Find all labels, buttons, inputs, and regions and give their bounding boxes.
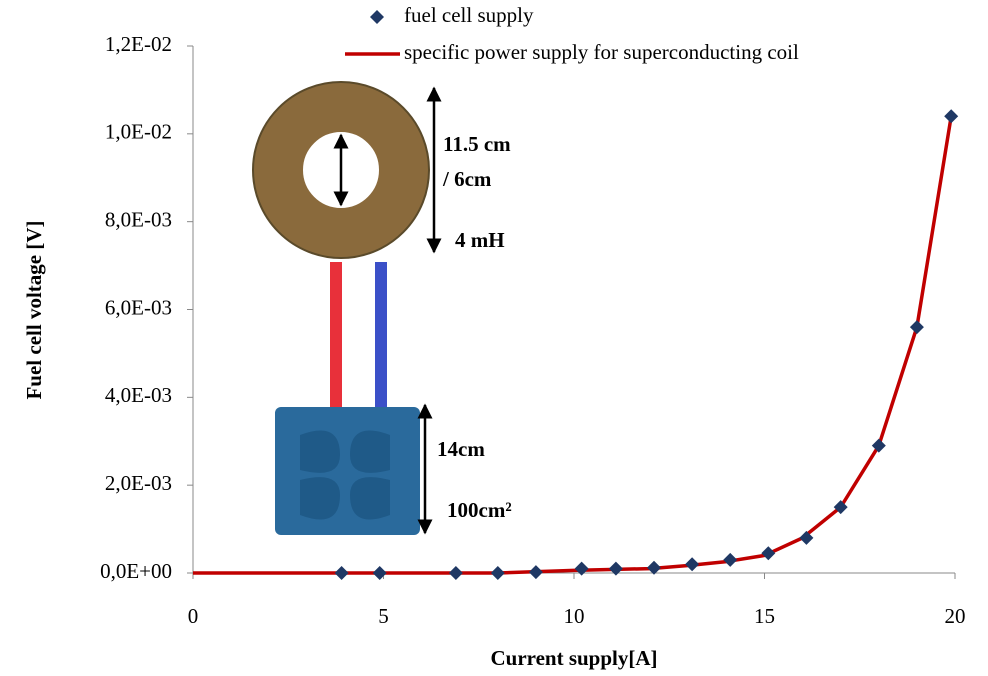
scatter-point: [799, 530, 814, 545]
y-axis-title: Fuel cell voltage [V]: [22, 220, 46, 399]
annotation: 14cm: [437, 437, 485, 461]
scatter-point: [372, 566, 387, 580]
y-tick-label: 4,0E-03: [105, 383, 172, 407]
scatter-point: [448, 566, 463, 580]
y-tick-label: 0,0E+00: [100, 559, 172, 583]
x-tick-label: 20: [945, 604, 966, 628]
x-tick-label: 5: [378, 604, 389, 628]
scatter-point: [490, 566, 505, 580]
y-tick-label: 8,0E-03: [105, 207, 172, 231]
x-tick-label: 15: [754, 604, 775, 628]
scatter-point: [833, 500, 848, 515]
scatter-point: [528, 565, 543, 580]
y-tick-label: 6,0E-03: [105, 295, 172, 319]
scatter-point: [723, 552, 738, 567]
x-tick-label: 0: [188, 604, 199, 628]
legend-marker: [370, 10, 384, 24]
scatter-point: [334, 566, 349, 580]
coil-illustration: [252, 81, 442, 535]
scatter-point: [574, 561, 589, 576]
annotation: 11.5 cm: [443, 132, 511, 156]
scatter-point: [761, 546, 776, 561]
x-tick-label: 10: [564, 604, 585, 628]
annotation: / 6cm: [442, 167, 492, 191]
legend-label: specific power supply for superconductin…: [404, 40, 799, 64]
scatter-point: [608, 561, 623, 576]
annotation: 4 mH: [455, 228, 505, 252]
annotation: 100cm²: [447, 498, 512, 522]
scatter-point: [647, 560, 662, 575]
scatter-point: [909, 320, 924, 335]
y-tick-label: 1,0E-02: [105, 120, 172, 144]
y-tick-label: 1,2E-02: [105, 32, 172, 56]
x-axis-title: Current supply[A]: [490, 646, 657, 670]
scatter-point: [944, 109, 959, 124]
scatter-point: [871, 438, 886, 453]
scatter-point: [685, 557, 700, 572]
legend-label: fuel cell supply: [404, 3, 534, 27]
y-tick-label: 2,0E-03: [105, 471, 172, 495]
